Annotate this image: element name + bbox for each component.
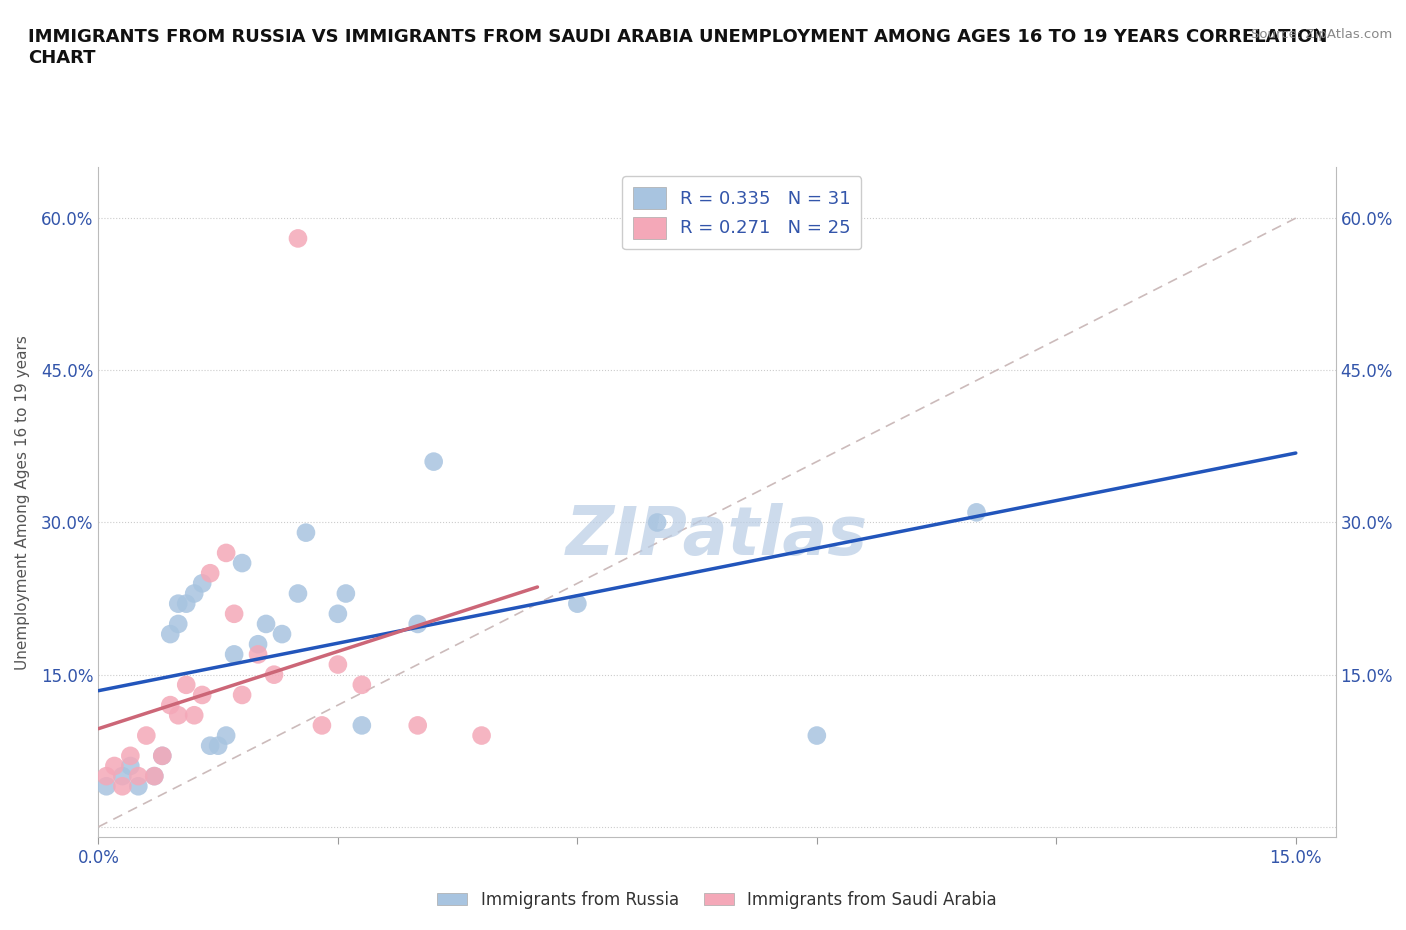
Point: [806, 728, 828, 743]
Point: [406, 718, 429, 733]
Point: [406, 617, 429, 631]
Point: [471, 728, 494, 743]
Point: [111, 769, 134, 784]
Point: [224, 647, 246, 662]
Point: [96, 778, 118, 793]
Point: [96, 769, 118, 784]
Point: [103, 759, 125, 774]
Point: [127, 778, 149, 793]
Point: [159, 627, 181, 642]
Point: [191, 576, 214, 591]
Point: [645, 515, 668, 530]
Point: [111, 778, 134, 793]
Point: [326, 658, 349, 672]
Point: [231, 687, 253, 702]
Point: [287, 586, 309, 601]
Point: [198, 565, 221, 580]
Point: [254, 617, 277, 631]
Point: [183, 586, 205, 601]
Point: [167, 596, 190, 611]
Point: [350, 718, 373, 733]
Point: [120, 749, 142, 764]
Point: [295, 525, 318, 540]
Point: [966, 505, 988, 520]
Point: [567, 596, 589, 611]
Point: [207, 738, 229, 753]
Point: [263, 667, 285, 682]
Point: [198, 738, 221, 753]
Point: [127, 769, 149, 784]
Point: [135, 728, 157, 743]
Point: [215, 728, 238, 743]
Point: [287, 231, 309, 246]
Point: [191, 687, 214, 702]
Point: [271, 627, 294, 642]
Text: Source: ZipAtlas.com: Source: ZipAtlas.com: [1251, 28, 1392, 41]
Point: [215, 546, 238, 561]
Point: [143, 769, 166, 784]
Point: [326, 606, 349, 621]
Point: [143, 769, 166, 784]
Point: [335, 586, 357, 601]
Point: [174, 596, 197, 611]
Point: [422, 454, 444, 469]
Point: [224, 606, 246, 621]
Point: [167, 617, 190, 631]
Point: [159, 698, 181, 712]
Point: [120, 759, 142, 774]
Point: [247, 647, 270, 662]
Point: [174, 677, 197, 692]
Text: IMMIGRANTS FROM RUSSIA VS IMMIGRANTS FROM SAUDI ARABIA UNEMPLOYMENT AMONG AGES 1: IMMIGRANTS FROM RUSSIA VS IMMIGRANTS FRO…: [28, 28, 1327, 67]
Point: [231, 555, 253, 570]
Point: [247, 637, 270, 652]
Y-axis label: Unemployment Among Ages 16 to 19 years: Unemployment Among Ages 16 to 19 years: [15, 335, 30, 670]
Point: [183, 708, 205, 723]
Point: [167, 708, 190, 723]
Point: [311, 718, 333, 733]
Point: [150, 749, 173, 764]
Point: [150, 749, 173, 764]
Point: [350, 677, 373, 692]
Legend: Immigrants from Russia, Immigrants from Saudi Arabia: Immigrants from Russia, Immigrants from …: [430, 884, 1004, 916]
Text: ZIPatlas: ZIPatlas: [567, 503, 868, 568]
